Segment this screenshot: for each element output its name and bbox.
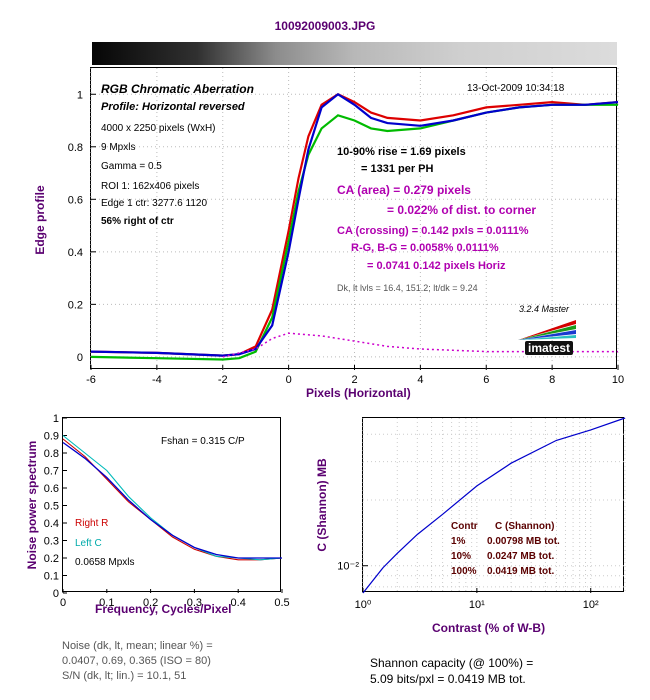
shannon-curve: [362, 417, 626, 594]
ca-crossing-line: CA (crossing) = 0.142 pxls = 0.0111%: [337, 225, 529, 237]
x-tick-label: 0: [60, 597, 66, 609]
mpxls-label: 0.0658 Mpxls: [75, 557, 135, 568]
ca-area-line: CA (area) = 0.279 pixels: [337, 183, 471, 197]
ca-difference-line: [222, 332, 618, 358]
edge-series-line: [90, 92, 619, 357]
noise-series-line: [62, 441, 282, 559]
edge-profile-chart: -6 -4 -2 0 2 4 6 8 10 0 0.2 0.4 0.6 0.8 1: [68, 68, 624, 386]
y-tick-label: 0: [77, 352, 83, 364]
x-tick-label: 0.2: [143, 597, 158, 609]
rise-line: = 1331 per PH: [361, 163, 434, 175]
shannon-table-cell: 10%: [451, 551, 472, 562]
noise-spectrum-chart: 0 0.1 0.2 0.3 0.4 0.5 0 0.1 0.2 0.3 0.4 0.5 0.6 0.7 0.…: [44, 413, 290, 609]
noise-stats-line: 0.0407, 0.69, 0.365 (ISO = 80): [62, 655, 211, 667]
y-tick-label: 0.3: [44, 536, 59, 548]
y-tick-label: 0.4: [68, 247, 83, 259]
position-note: 56% right of ctr: [101, 216, 174, 227]
y-tick-label: 0.4: [44, 518, 59, 530]
shannon-x-axis-label: Contrast (% of W-B): [432, 621, 546, 635]
x-tick-label: 10²: [583, 599, 599, 611]
x-tick-label: 10: [612, 374, 624, 386]
noise-stats-line: Noise (dk, lt, mean; linear %) =: [62, 640, 213, 652]
x-tick-label: 2: [351, 374, 357, 386]
y-tick-label: 0.5: [44, 501, 59, 513]
x-tick-label: -2: [218, 374, 228, 386]
x-tick-label: 0.3: [187, 597, 202, 609]
y-tick-label: 0.6: [68, 194, 83, 206]
y-tick-label: 1: [77, 89, 83, 101]
info-line: 9 Mpxls: [101, 142, 136, 153]
y-tick-label: 1: [53, 413, 59, 425]
ca-crossing-line: R-G, B-G = 0.0058% 0.0111%: [351, 242, 499, 254]
y-tick-label: 0.2: [44, 553, 59, 565]
imatest-logo-graphic: [518, 320, 576, 340]
shannon-capacity-plot: 10⁰ 10¹ 10² 10⁻² Contr C (Shannon) 1% 0.007…: [337, 417, 626, 611]
brand-logo: imatest: [525, 341, 574, 355]
y-axis-label: Edge profile: [33, 185, 47, 255]
y-tick-label: 0: [53, 588, 59, 600]
edge-profile-plot: -6 -4 -2 0 2 4 6 8 10 0 0.2 0.4 0.6 0.8 1 RGB Chromati…: [68, 67, 624, 386]
shannon-table-header: Contr: [451, 521, 478, 532]
x-tick-label: 0: [286, 374, 292, 386]
x-tick-label: -4: [152, 374, 162, 386]
shannon-table-cell: 0.00798 MB tot.: [487, 536, 560, 547]
ca-crossing-line: = 0.0741 0.142 pixels Horiz: [367, 260, 506, 272]
noise-spectrum-plot: 0 0.1 0.2 0.3 0.4 0.5 0 0.1 0.2 0.3 0.4 0.5 0.6 0.7 0.…: [44, 413, 290, 609]
y-tick-label: 0.1: [44, 571, 59, 583]
x-tick-label: 10¹: [469, 599, 485, 611]
x-tick-label: -6: [86, 374, 96, 386]
noise-y-axis-label: Noise power spectrum: [25, 440, 39, 570]
info-line: Edge 1 ctr: 3277.6 1120: [101, 198, 208, 209]
gray-gradient-strip: [92, 42, 617, 65]
shannon-capacity-line: Shannon capacity (@ 100%) =: [370, 656, 534, 670]
x-tick-label: 10⁰: [355, 599, 372, 611]
noise-stats-line: S/N (dk, lt; lin.) = 10.1, 51: [62, 670, 187, 682]
file-title: 10092009003.JPG: [274, 19, 376, 33]
y-tick-label: 0.2: [68, 299, 83, 311]
y-tick-label: 0.8: [68, 142, 83, 154]
dark-light-levels: Dk, lt lvls = 16.4, 151.2; lt/dk = 9.24: [337, 283, 478, 293]
x-tick-label: 0.5: [274, 597, 289, 609]
y-tick-label: 0.9: [44, 431, 59, 443]
x-tick-label: 0.1: [99, 597, 114, 609]
ca-area-line: = 0.022% of dist. to corner: [387, 203, 537, 217]
shannon-capacity-line: 5.09 bits/pxl = 0.0419 MB tot.: [370, 672, 526, 686]
x-tick-label: 6: [483, 374, 489, 386]
y-tick-label: 10⁻²: [337, 561, 359, 573]
shannon-table-header: C (Shannon): [495, 521, 555, 532]
chart-subtitle: Profile: Horizontal reversed: [101, 101, 245, 113]
info-line: ROI 1: 162x406 pixels: [101, 181, 200, 192]
shannon-table-cell: 0.0247 MB tot.: [487, 551, 555, 562]
shannon-table-cell: 100%: [451, 566, 477, 577]
rise-line: 10-90% rise = 1.69 pixels: [337, 146, 466, 158]
timestamp: 13-Oct-2009 10:34:18: [467, 83, 565, 94]
info-line: Gamma = 0.5: [101, 161, 162, 172]
x-tick-label: 4: [417, 374, 423, 386]
legend-right-r: Right R: [75, 518, 109, 529]
x-tick-label: 8: [549, 374, 555, 386]
version-label: 3.2.4 Master: [519, 304, 570, 314]
y-tick-label: 0.7: [44, 466, 59, 478]
fshan-label: Fshan = 0.315 C/P: [161, 436, 245, 447]
x-axis-label: Pixels (Horizontal): [306, 386, 411, 400]
chart-title: RGB Chromatic Aberration: [101, 82, 254, 96]
shannon-capacity-chart: 10⁰ 10¹ 10² 10⁻²: [337, 417, 626, 611]
x-tick-label: 0.4: [231, 597, 246, 609]
y-tick-label: 0.6: [44, 483, 59, 495]
info-line: 4000 x 2250 pixels (WxH): [101, 123, 216, 134]
y-tick-label: 0.8: [44, 448, 59, 460]
noise-x-axis-label: Frequency, Cycles/Pixel: [95, 602, 232, 616]
shannon-table-cell: 1%: [451, 536, 466, 547]
shannon-y-axis-label: C (Shannon) MB: [315, 458, 329, 552]
legend-left-c: Left C: [75, 538, 102, 549]
shannon-table-cell: 0.0419 MB tot.: [487, 566, 555, 577]
